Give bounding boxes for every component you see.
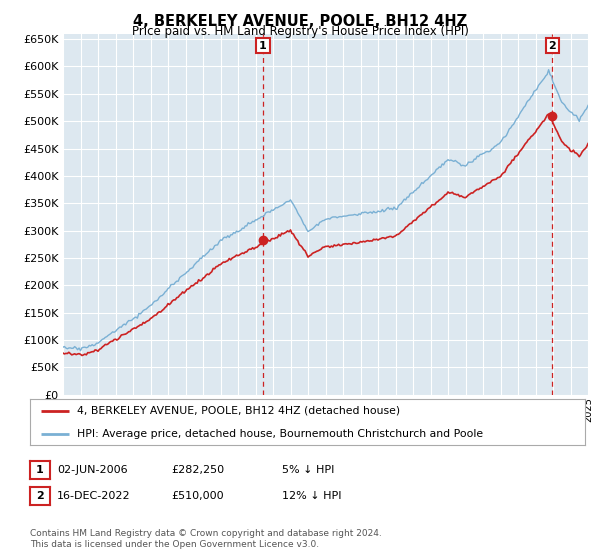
Text: 2: 2: [36, 491, 44, 501]
Text: £510,000: £510,000: [171, 491, 224, 501]
Text: 1: 1: [259, 41, 267, 50]
Text: 4, BERKELEY AVENUE, POOLE, BH12 4HZ: 4, BERKELEY AVENUE, POOLE, BH12 4HZ: [133, 14, 467, 29]
Text: 02-JUN-2006: 02-JUN-2006: [57, 465, 128, 475]
Text: 16-DEC-2022: 16-DEC-2022: [57, 491, 131, 501]
Text: 1: 1: [36, 465, 44, 475]
Text: 4, BERKELEY AVENUE, POOLE, BH12 4HZ (detached house): 4, BERKELEY AVENUE, POOLE, BH12 4HZ (det…: [77, 406, 400, 416]
Text: Contains HM Land Registry data © Crown copyright and database right 2024.
This d: Contains HM Land Registry data © Crown c…: [30, 529, 382, 549]
Text: 5% ↓ HPI: 5% ↓ HPI: [282, 465, 334, 475]
Text: 2: 2: [548, 41, 556, 50]
Text: 12% ↓ HPI: 12% ↓ HPI: [282, 491, 341, 501]
Text: Price paid vs. HM Land Registry's House Price Index (HPI): Price paid vs. HM Land Registry's House …: [131, 25, 469, 38]
Text: HPI: Average price, detached house, Bournemouth Christchurch and Poole: HPI: Average price, detached house, Bour…: [77, 429, 484, 438]
Text: £282,250: £282,250: [171, 465, 224, 475]
